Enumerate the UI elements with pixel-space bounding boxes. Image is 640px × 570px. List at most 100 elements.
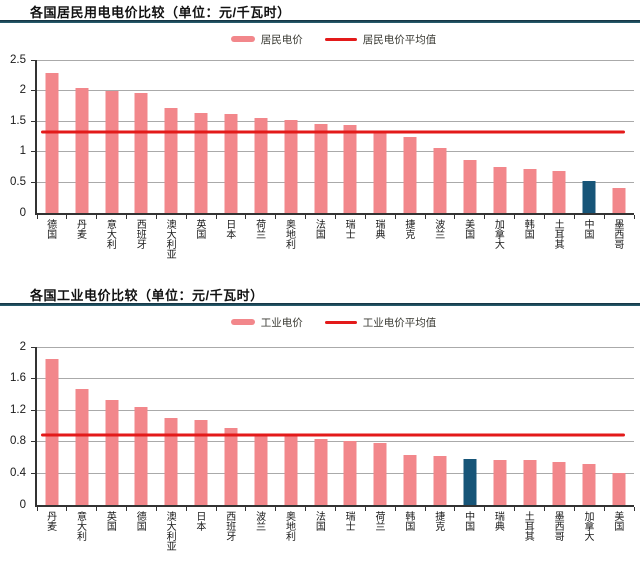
x-label-加拿大: 加拿大: [492, 219, 504, 249]
x-label-墨西哥: 墨西哥: [552, 511, 564, 541]
y-tick-1: [31, 151, 36, 153]
x-tick: [424, 215, 426, 219]
gridline-1.6: [37, 378, 634, 380]
x-tick: [126, 215, 128, 219]
y-tick-label: 0: [19, 498, 26, 511]
bar-丹麦: [75, 88, 89, 213]
x-label-土耳其: 土耳其: [552, 219, 564, 249]
plot-area: [31, 346, 635, 511]
bar-墨西哥: [612, 187, 626, 213]
y-tick-0.8: [31, 441, 36, 443]
x-label-澳大利亚: 澳大利亚: [164, 219, 176, 259]
average-line-swatch-icon: [324, 37, 357, 41]
y-tick-label: 2.5: [10, 53, 26, 66]
x-label-德国: 德国: [44, 219, 56, 239]
x-label-荷兰: 荷兰: [253, 219, 265, 239]
y-tick-1.6: [31, 378, 36, 380]
bar-墨西哥: [552, 461, 566, 505]
x-tick: [335, 507, 336, 511]
x-label-荷兰: 荷兰: [373, 511, 385, 531]
bar-瑞典: [373, 132, 387, 213]
x-tick: [603, 507, 605, 511]
gridline-1.5: [37, 120, 634, 122]
x-tick: [394, 215, 396, 219]
bar-德国: [134, 407, 148, 505]
gridline-0.8: [37, 441, 634, 443]
bar-澳大利亚: [164, 418, 178, 505]
x-tick: [514, 215, 516, 219]
x-label-瑞士: 瑞士: [343, 219, 355, 239]
bar-意大利: [75, 388, 89, 505]
plot-area: [31, 59, 635, 219]
x-tick: [245, 215, 247, 219]
x-label-韩国: 韩国: [522, 219, 534, 239]
y-tick-1.2: [31, 409, 36, 411]
x-tick: [245, 507, 247, 511]
x-label-美国: 美国: [462, 219, 474, 239]
x-tick: [603, 215, 605, 219]
x-tick: [484, 507, 486, 511]
bar-series-label: 工业电价: [260, 316, 303, 329]
x-label-捷克: 捷克: [432, 511, 444, 531]
x-tick: [514, 507, 516, 511]
y-tick-label: 1: [19, 145, 26, 158]
x-label-墨西哥: 墨西哥: [611, 219, 623, 249]
bar-澳大利亚: [164, 108, 178, 213]
average-line-label: 工业电价平均值: [362, 316, 437, 329]
bar-series-swatch-icon: [230, 36, 255, 42]
bar-捷克: [403, 136, 417, 213]
x-label-西班牙: 西班牙: [134, 219, 146, 249]
bar-意大利: [105, 91, 119, 213]
residential-price-chart: 各国居民用电电价比较（单位：元/千瓦时） 居民电价 居民电价平均值 0 0.5 1 1…: [0, 0, 640, 283]
y-tick-2: [31, 90, 36, 92]
x-tick: [96, 215, 98, 219]
bar-波兰: [433, 147, 447, 213]
bar-中国: [582, 180, 596, 213]
x-tick: [573, 507, 575, 511]
title-rule: [0, 20, 640, 23]
bar-瑞典: [493, 459, 507, 505]
bar-瑞士: [343, 125, 357, 213]
bar-日本: [194, 419, 208, 505]
gridline-0.5: [37, 181, 634, 183]
average-line: [41, 130, 625, 134]
x-tick: [364, 507, 366, 511]
x-label-奥地利: 奥地利: [283, 511, 295, 541]
bar-土耳其: [523, 459, 537, 505]
y-axis-labels: 0 0.5 1 1.5 2 2.5: [0, 54, 30, 218]
x-label-奥地利: 奥地利: [283, 219, 295, 249]
y-tick-label: 0: [19, 206, 26, 219]
x-label-意大利: 意大利: [74, 511, 86, 541]
x-tick: [454, 507, 456, 511]
y-tick-1.5: [31, 120, 36, 122]
bar-丹麦: [45, 358, 59, 505]
x-label-加拿大: 加拿大: [581, 511, 593, 541]
x-tick: [543, 507, 545, 511]
x-label-西班牙: 西班牙: [223, 511, 235, 541]
x-tick: [185, 507, 187, 511]
x-tick: [275, 507, 277, 511]
x-label-丹麦: 丹麦: [44, 511, 56, 531]
x-label-法国: 法国: [313, 511, 325, 531]
bar-捷克: [433, 456, 447, 505]
x-tick: [66, 215, 68, 219]
x-tick: [484, 215, 486, 219]
chart-title: 各国工业电价比较（单位：元/千瓦时）: [30, 288, 264, 303]
x-tick: [573, 215, 575, 219]
x-label-日本: 日本: [193, 511, 205, 531]
x-tick: [215, 507, 217, 511]
x-tick: [36, 507, 38, 511]
x-tick: [185, 215, 187, 219]
y-tick-label: 0.8: [10, 435, 26, 448]
bar-英国: [194, 112, 208, 213]
legend: 居民电价 居民电价平均值: [35, 32, 632, 46]
x-label-瑞典: 瑞典: [492, 511, 504, 531]
bar-土耳其: [552, 170, 566, 213]
x-tick: [394, 507, 396, 511]
x-tick: [155, 507, 157, 511]
gridline-0.4: [37, 472, 634, 474]
x-label-瑞士: 瑞士: [343, 511, 355, 531]
x-tick: [215, 215, 217, 219]
x-tick: [126, 507, 128, 511]
bar-奥地利: [284, 119, 298, 213]
